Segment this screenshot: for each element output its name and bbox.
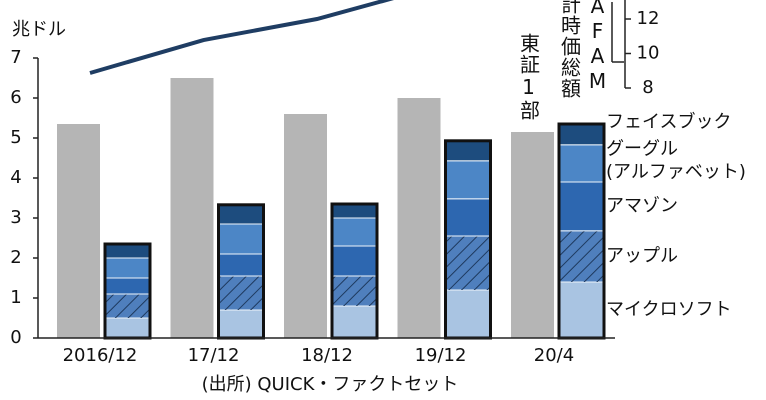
total-bar (397, 98, 441, 338)
line-label: 計時価総額 (558, 0, 582, 99)
legend-label: アップル (606, 245, 678, 266)
stack-segment (331, 305, 378, 339)
legend-label: マイクロソフト (606, 299, 732, 320)
stack-segment (104, 277, 151, 295)
stack-hatch (559, 230, 604, 282)
y-tick-label: 2 (10, 247, 21, 268)
line-label: AFAM (586, 0, 610, 94)
stack-segment (558, 181, 605, 232)
x-tick-label: 2016/12 (63, 345, 138, 366)
y-tick-label: 5 (10, 127, 21, 148)
stack-segment (331, 245, 378, 277)
x-tick-label: 19/12 (415, 345, 467, 366)
stack-segment (331, 203, 378, 219)
stack-hatch (445, 236, 491, 290)
stack-hatch (332, 276, 377, 306)
stack-segment (558, 144, 605, 183)
total-bar (57, 124, 100, 338)
stack-segment (104, 243, 151, 259)
stack-segment (445, 160, 491, 200)
stack-segment (558, 281, 605, 339)
stack-segment (218, 223, 264, 255)
y-tick-label: 1 (10, 287, 21, 308)
total-bar (284, 114, 327, 338)
x-tick-label: 17/12 (188, 345, 240, 366)
legend-note: (アルファベット) (606, 161, 746, 182)
y2-tick-label: 8 (642, 77, 653, 98)
stack-segment (218, 204, 264, 225)
y-tick-label: 3 (10, 207, 21, 228)
legend-label: アマゾン (606, 195, 678, 216)
legend-label: グーグル (606, 138, 678, 159)
y-tick-label: 6 (10, 87, 21, 108)
stack-segment (445, 289, 491, 339)
x-tick-label: 20/4 (534, 345, 574, 366)
stack-segment (331, 217, 378, 247)
stack-segment (445, 198, 491, 237)
stack-segment (104, 257, 151, 279)
stack-hatch (218, 276, 264, 310)
stack-segment (218, 309, 264, 339)
legend-label: フェイスブック (606, 110, 731, 132)
y-tick-label: 7 (10, 47, 21, 68)
stack-segment (104, 317, 151, 339)
y-tick-label: 4 (10, 167, 21, 188)
x-tick-label: 18/12 (301, 345, 353, 366)
line (89, 0, 395, 75)
total-series-label: 東証1部 (517, 33, 541, 121)
stack-segment (558, 123, 605, 146)
total-bar (511, 132, 554, 338)
source: (出所) QUICK・ファクトセット (202, 374, 459, 395)
unit-label: 兆ドル (12, 19, 66, 40)
stack-segment (445, 140, 491, 162)
stack-hatch (105, 294, 150, 318)
total-bar (170, 78, 214, 338)
y-tick-label: 0 (10, 327, 21, 348)
y2-tick-label: 10 (637, 43, 660, 64)
y2-tick-label: 12 (637, 8, 660, 29)
stack-segment (218, 253, 264, 277)
